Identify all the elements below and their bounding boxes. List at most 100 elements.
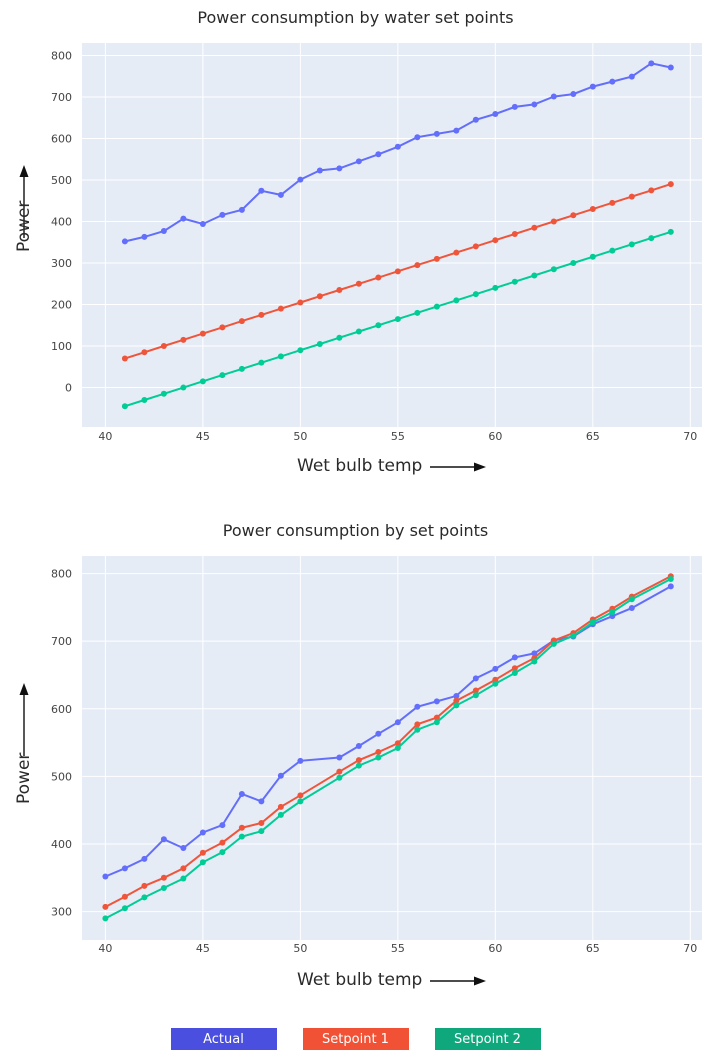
data-point [297, 347, 304, 354]
data-point [472, 291, 479, 298]
legend-item-setpoint-2[interactable]: Setpoint 2 [434, 1028, 541, 1050]
data-point [238, 365, 245, 372]
data-point [667, 228, 674, 235]
data-point [667, 181, 674, 188]
data-point [609, 78, 616, 85]
data-point [472, 687, 479, 694]
y-arrow-icon [19, 683, 29, 695]
data-point [394, 745, 401, 751]
data-point [433, 719, 440, 726]
data-point [180, 215, 187, 222]
data-point [570, 632, 577, 639]
data-point [511, 669, 518, 676]
data-point [394, 143, 401, 150]
data-point [336, 774, 343, 781]
data-point [394, 268, 401, 275]
data-point [160, 874, 167, 881]
y-arrow-icon [19, 165, 29, 177]
data-point [453, 697, 460, 704]
data-point [492, 680, 499, 687]
x-tick-label: 70 [683, 430, 697, 443]
data-point [336, 334, 343, 341]
x-arrow-icon [474, 462, 486, 472]
data-point [180, 384, 187, 391]
data-point [297, 176, 304, 183]
data-point [355, 742, 362, 749]
data-point [180, 875, 187, 882]
data-point [414, 134, 421, 141]
data-point [316, 167, 323, 174]
legend-item-actual[interactable]: Actual [170, 1028, 277, 1050]
data-point [297, 757, 304, 764]
data-point [609, 609, 616, 616]
chart-2-ylabel: Power [14, 752, 34, 804]
data-point [219, 324, 226, 331]
data-point [355, 158, 362, 165]
x-tick-label: 70 [683, 942, 697, 955]
x-tick-label: 65 [586, 430, 600, 443]
data-point [394, 719, 401, 726]
data-point [589, 83, 596, 90]
data-point [297, 798, 304, 805]
x-tick-label: 45 [196, 430, 210, 443]
legend: Actual Setpoint 1 Setpoint 2 [0, 1028, 711, 1050]
x-arrow-icon [474, 976, 486, 986]
data-point [297, 299, 304, 306]
data-point [453, 702, 460, 709]
data-point [628, 241, 635, 248]
data-point [258, 828, 265, 835]
data-point [550, 266, 557, 273]
y-tick-label: 500 [51, 174, 72, 187]
data-point [648, 187, 655, 194]
x-tick-label: 60 [488, 430, 502, 443]
y-tick-label: 600 [51, 703, 72, 716]
data-point [531, 272, 538, 279]
data-point [199, 859, 206, 866]
data-point [102, 903, 109, 910]
data-point [550, 640, 557, 647]
data-point [219, 849, 226, 856]
data-point [375, 274, 382, 281]
data-point [394, 316, 401, 323]
series-line-2 [104, 575, 672, 908]
data-point [472, 675, 479, 682]
data-point [667, 575, 674, 582]
data-point [219, 822, 226, 829]
y-tick-label: 800 [51, 49, 72, 62]
legend-item-setpoint-1[interactable]: Setpoint 1 [302, 1028, 409, 1050]
data-point [316, 293, 323, 300]
data-point [511, 654, 518, 661]
data-point [648, 60, 655, 67]
data-point [238, 206, 245, 213]
data-point [199, 829, 206, 836]
data-point [628, 193, 635, 200]
data-point [180, 336, 187, 343]
data-point [492, 284, 499, 291]
data-point [414, 262, 421, 269]
data-point [375, 749, 382, 756]
data-point [648, 235, 655, 242]
data-point [297, 792, 304, 799]
data-point [531, 101, 538, 108]
data-point [375, 151, 382, 158]
data-point [258, 359, 265, 366]
data-point [492, 665, 499, 672]
y-tick-label: 200 [51, 299, 72, 312]
data-point [199, 220, 206, 227]
data-point [433, 714, 440, 721]
data-point [570, 91, 577, 98]
x-tick-label: 50 [293, 430, 307, 443]
data-point [238, 790, 245, 797]
data-point [628, 73, 635, 80]
data-point [394, 740, 401, 747]
data-point [355, 757, 362, 764]
data-point [414, 726, 421, 733]
data-point [141, 349, 148, 356]
y-tick-label: 400 [51, 216, 72, 229]
y-tick-label: 100 [51, 340, 72, 353]
data-point [453, 297, 460, 304]
data-point [121, 355, 128, 362]
data-point [219, 839, 226, 846]
data-point [102, 873, 109, 880]
y-tick-label: 300 [51, 257, 72, 270]
